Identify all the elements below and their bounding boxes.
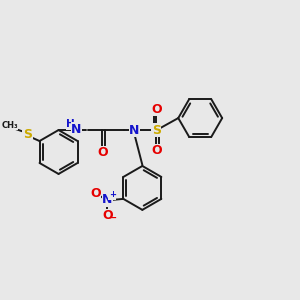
Text: N: N bbox=[71, 122, 82, 136]
Text: O: O bbox=[151, 145, 162, 158]
Text: S: S bbox=[23, 128, 32, 140]
Text: CH₃: CH₃ bbox=[1, 121, 18, 130]
Text: N: N bbox=[102, 194, 112, 206]
Text: O: O bbox=[151, 103, 162, 116]
Text: O: O bbox=[90, 188, 101, 200]
Text: −: − bbox=[109, 213, 117, 223]
Text: +: + bbox=[109, 190, 116, 200]
Text: O: O bbox=[97, 146, 108, 160]
Text: H: H bbox=[66, 119, 75, 129]
Text: N: N bbox=[129, 124, 140, 136]
Text: O: O bbox=[102, 209, 113, 222]
Text: S: S bbox=[152, 124, 161, 136]
